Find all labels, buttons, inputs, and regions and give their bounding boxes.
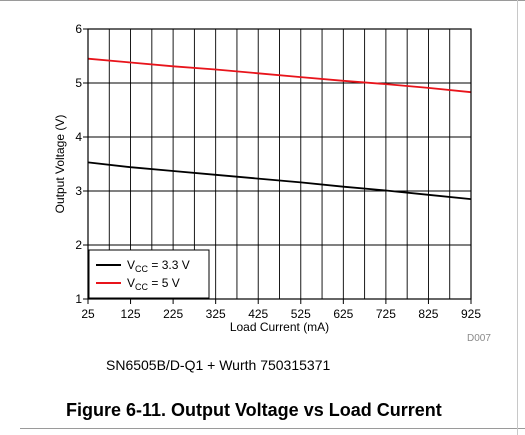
y-tick-label: 5 [75,76,82,90]
legend-label: VCC = 5 V [127,276,180,292]
y-tick-label: 3 [75,184,82,198]
chart-caption: SN6505B/D-Q1 + Wurth 750315371 [106,357,331,373]
series-lines [87,57,472,200]
x-tick-label: 425 [248,307,268,321]
y-tick-label: 6 [75,22,82,36]
y-tick-label: 1 [75,292,82,306]
grid [88,29,471,299]
x-tick-label: 525 [291,307,311,321]
x-tick-label: 925 [461,307,481,321]
y-tick-label: 4 [75,130,82,144]
legend: VCC = 3.3 V VCC = 5 V [88,249,210,299]
x-tick-label: 325 [206,307,226,321]
x-tick-label: 125 [121,307,141,321]
series-line [87,57,472,94]
frame-top-rule [0,0,525,1]
chart-id-label: D007 [467,333,491,344]
x-tick-label: 25 [81,307,95,321]
x-tick-label: 225 [163,307,183,321]
x-tick-label: 625 [333,307,353,321]
x-tick-label: 825 [418,307,438,321]
frame-bottom-rule [20,428,525,429]
legend-box [88,249,210,299]
plot-border [87,28,472,300]
y-tick-label: 2 [75,238,82,252]
legend-label: VCC = 3.3 V [127,258,190,274]
series-line [87,161,472,200]
figure-title: Figure 6-11. Output Voltage vs Load Curr… [66,400,442,420]
x-tick-label: 725 [376,307,396,321]
x-axis-label: Load Current (mA) [230,320,329,334]
frame-right-rule [517,0,518,435]
y-axis-label: Output Voltage (V) [53,115,67,214]
